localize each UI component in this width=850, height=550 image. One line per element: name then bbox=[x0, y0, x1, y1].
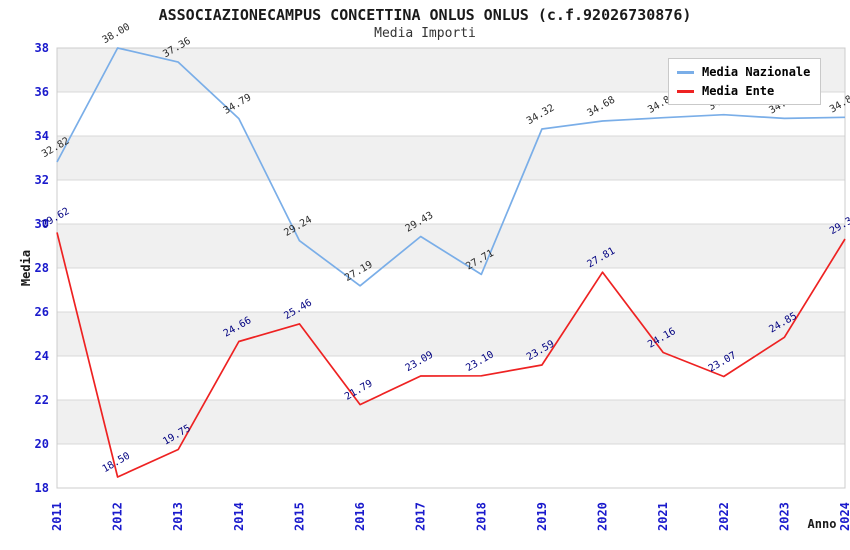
data-label: 34.85 bbox=[828, 91, 850, 116]
y-axis-title: Media bbox=[19, 250, 33, 286]
x-tick-label: 2014 bbox=[232, 502, 246, 531]
data-label: 34.32 bbox=[525, 103, 557, 128]
x-tick-label: 2015 bbox=[292, 502, 306, 531]
series-line-media-nazionale bbox=[56, 47, 846, 287]
y-tick-label: 32 bbox=[35, 173, 49, 187]
chart-subtitle: Media Importi bbox=[374, 26, 476, 41]
y-tick-label: 24 bbox=[35, 349, 49, 363]
x-tick-label: 2023 bbox=[777, 502, 791, 531]
plot-band bbox=[57, 136, 845, 180]
y-tick-label: 36 bbox=[35, 85, 49, 99]
data-label: 34.79 bbox=[222, 92, 254, 117]
y-tick-label: 22 bbox=[35, 393, 49, 407]
chart-title: ASSOCIAZIONECAMPUS CONCETTINA ONLUS ONLU… bbox=[158, 6, 692, 24]
plot-band bbox=[57, 400, 845, 444]
x-tick-label: 2021 bbox=[656, 502, 670, 531]
y-tick-label: 18 bbox=[35, 481, 49, 495]
legend-label: Media Ente bbox=[702, 84, 775, 98]
plot-band bbox=[57, 224, 845, 268]
x-tick-label: 2024 bbox=[838, 502, 850, 531]
x-tick-label: 2017 bbox=[414, 502, 428, 531]
legend-item-media-ente: Media Ente bbox=[677, 84, 810, 98]
y-tick-label: 30 bbox=[35, 217, 49, 231]
legend-swatch-icon bbox=[677, 89, 694, 93]
data-label: 34.68 bbox=[586, 95, 618, 120]
plot-border bbox=[56, 47, 846, 489]
x-tick-label: 2019 bbox=[535, 502, 549, 531]
y-tick-label: 34 bbox=[35, 129, 49, 143]
plot-band bbox=[57, 312, 845, 356]
x-tick-label: 2022 bbox=[717, 502, 731, 531]
legend-swatch-icon bbox=[677, 70, 694, 74]
x-tick-label: 2012 bbox=[111, 502, 125, 531]
legend: Media Nazionale Media Ente bbox=[668, 58, 822, 105]
data-label: 29.32 bbox=[828, 213, 850, 238]
x-tick-label: 2018 bbox=[474, 502, 488, 531]
y-tick-label: 38 bbox=[35, 41, 49, 55]
x-tick-label: 2020 bbox=[596, 502, 610, 531]
data-label: 38.00 bbox=[101, 22, 133, 47]
legend-label: Media Nazionale bbox=[702, 65, 811, 79]
y-tick-label: 26 bbox=[35, 305, 49, 319]
y-tick-label: 20 bbox=[35, 437, 49, 451]
series-line-media-ente bbox=[56, 232, 846, 478]
x-tick-label: 2013 bbox=[171, 502, 185, 531]
y-tick-label: 28 bbox=[35, 261, 49, 275]
x-axis-title: Anno bbox=[808, 517, 837, 531]
legend-item-media-nazionale: Media Nazionale bbox=[677, 65, 810, 79]
x-tick-label: 2011 bbox=[50, 502, 64, 531]
x-tick-label: 2016 bbox=[353, 502, 367, 531]
